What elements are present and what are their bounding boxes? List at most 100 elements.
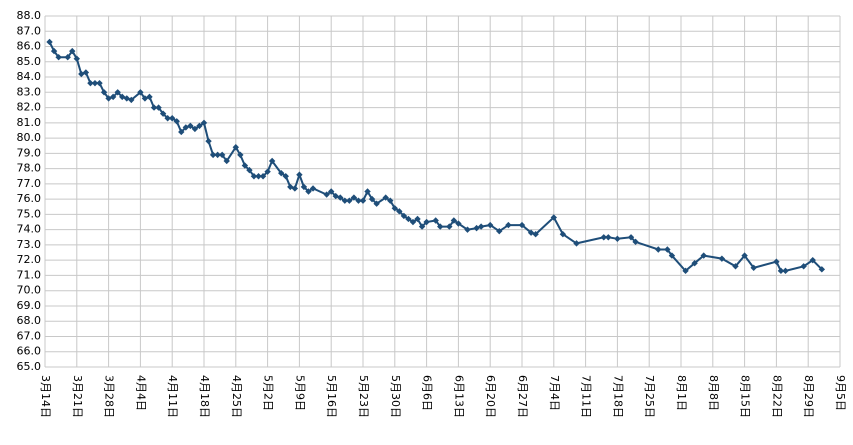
data-point xyxy=(155,104,162,111)
data-point xyxy=(668,252,676,259)
data-point xyxy=(382,194,389,201)
x-tick-label: 5月2日 xyxy=(262,375,275,411)
data-point xyxy=(505,221,512,229)
data-point xyxy=(532,231,539,238)
data-point xyxy=(309,185,317,192)
data-point xyxy=(323,191,330,198)
x-tick-label: 8月22日 xyxy=(770,375,783,418)
data-point xyxy=(732,263,739,270)
x-tick-label: 9月5日 xyxy=(834,375,847,411)
data-point xyxy=(137,89,144,96)
data-point xyxy=(527,229,535,236)
data-point xyxy=(87,79,94,87)
data-point xyxy=(250,173,258,180)
y-tick-label: 83.0 xyxy=(17,85,42,98)
data-point xyxy=(346,197,353,204)
data-point xyxy=(455,220,462,227)
data-point xyxy=(682,267,689,275)
y-tick-label: 81.0 xyxy=(17,116,42,129)
x-tick-label: 7月25日 xyxy=(643,375,656,418)
x-tick-label: 5月16日 xyxy=(325,375,338,418)
data-point xyxy=(818,266,826,273)
x-tick-label: 8月29日 xyxy=(802,375,815,418)
data-point xyxy=(82,69,90,76)
data-point xyxy=(223,157,230,165)
data-point xyxy=(282,173,289,180)
data-point xyxy=(432,217,439,224)
data-point xyxy=(55,54,62,61)
x-tick-label: 8月8日 xyxy=(707,375,720,411)
data-point xyxy=(559,231,567,238)
x-tick-label: 6月6日 xyxy=(421,375,434,411)
y-tick-label: 82.0 xyxy=(17,101,42,114)
data-point xyxy=(268,157,276,165)
x-tick-label: 3月28日 xyxy=(103,375,116,418)
data-point xyxy=(200,119,208,127)
data-point xyxy=(114,89,121,96)
data-point xyxy=(405,215,412,223)
data-point xyxy=(209,151,217,159)
x-tick-label: 4月25日 xyxy=(230,375,243,418)
data-point xyxy=(418,223,426,230)
data-point xyxy=(718,255,726,262)
data-point xyxy=(278,169,285,177)
x-tick-label: 5月30日 xyxy=(389,375,402,418)
data-point xyxy=(218,151,226,159)
y-tick-label: 84.0 xyxy=(17,70,42,83)
data-point xyxy=(396,208,403,215)
data-point xyxy=(46,38,53,46)
x-tick-label: 5月23日 xyxy=(357,375,370,418)
data-point xyxy=(477,223,485,230)
data-point xyxy=(264,168,271,175)
x-tick-label: 4月4日 xyxy=(134,375,147,411)
data-point xyxy=(400,212,408,220)
data-point xyxy=(255,173,262,180)
y-tick-label: 66.0 xyxy=(17,345,42,358)
data-point xyxy=(232,144,239,151)
data-line xyxy=(48,41,823,273)
data-point xyxy=(782,267,789,275)
data-point xyxy=(355,197,362,204)
data-point xyxy=(159,110,167,117)
data-point xyxy=(809,256,816,264)
data-point xyxy=(664,246,671,253)
data-point xyxy=(128,96,135,104)
data-point xyxy=(741,252,748,259)
y-tick-label: 70.0 xyxy=(17,284,42,297)
data-point xyxy=(600,234,607,241)
data-point xyxy=(632,238,639,246)
data-point xyxy=(164,115,171,122)
x-tick-label: 5月9日 xyxy=(293,375,306,411)
data-point xyxy=(73,55,80,62)
x-tick-label: 3月21日 xyxy=(71,375,84,418)
y-tick-label: 88.0 xyxy=(17,9,42,22)
data-point xyxy=(437,223,444,230)
data-point xyxy=(296,171,303,178)
data-point xyxy=(341,197,349,204)
y-tick-label: 69.0 xyxy=(17,299,42,312)
data-point xyxy=(359,197,367,204)
data-point xyxy=(450,217,458,224)
y-tick-label: 72.0 xyxy=(17,253,42,266)
data-point xyxy=(414,215,421,223)
data-point xyxy=(573,240,580,247)
data-point xyxy=(100,89,108,96)
y-tick-label: 71.0 xyxy=(17,268,42,281)
x-tick-label: 8月1日 xyxy=(675,375,688,411)
x-tick-label: 7月4日 xyxy=(548,375,561,411)
y-tick-label: 67.0 xyxy=(17,329,42,342)
y-tick-label: 75.0 xyxy=(17,207,42,220)
data-point xyxy=(350,194,358,201)
x-tick-label: 7月11日 xyxy=(580,375,593,418)
data-point xyxy=(614,235,621,243)
data-point xyxy=(518,221,526,229)
y-tick-label: 73.0 xyxy=(17,238,42,251)
x-tick-label: 4月11日 xyxy=(166,375,179,418)
data-point xyxy=(446,223,453,230)
data-point xyxy=(773,258,780,265)
data-point xyxy=(691,260,698,267)
data-point xyxy=(387,197,394,204)
data-point xyxy=(487,221,494,229)
y-tick-label: 78.0 xyxy=(17,162,42,175)
